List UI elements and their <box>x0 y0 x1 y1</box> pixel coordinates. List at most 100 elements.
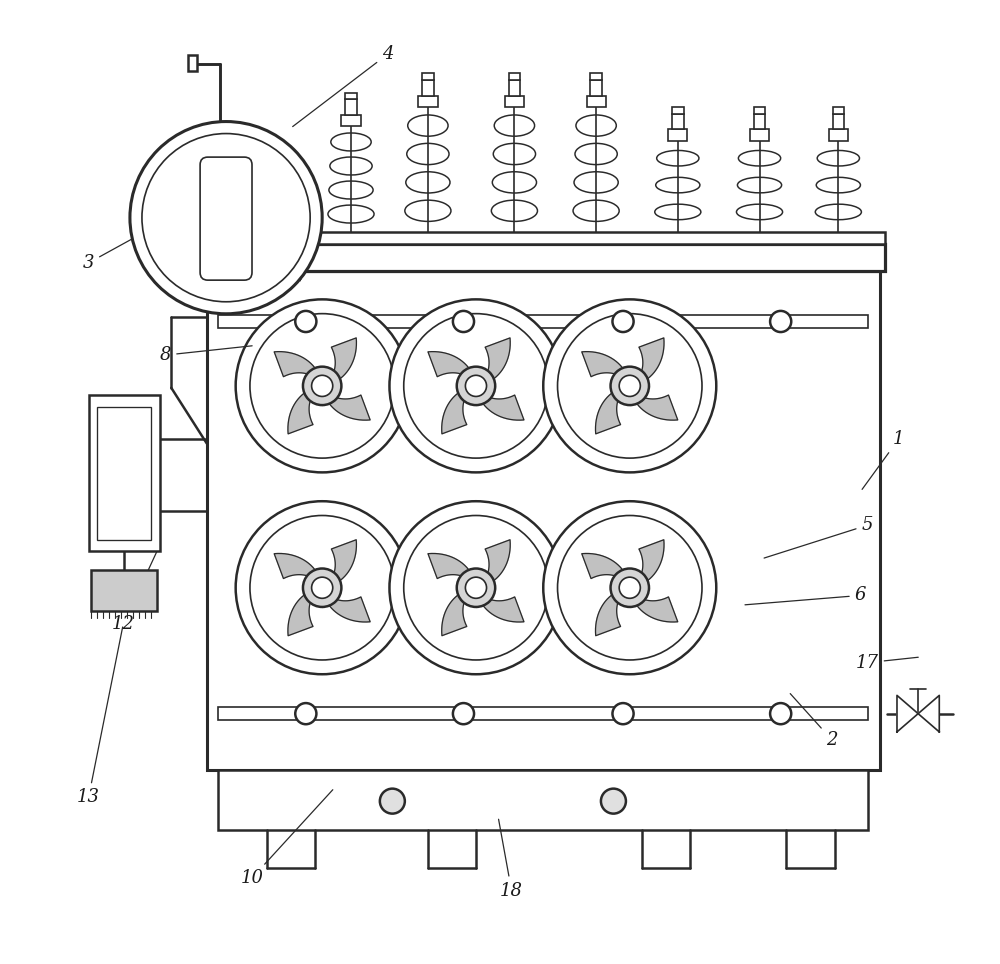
Text: 11: 11 <box>112 491 156 508</box>
Polygon shape <box>630 588 678 622</box>
Text: 5: 5 <box>764 517 873 558</box>
Circle shape <box>543 501 716 674</box>
Bar <box>218 315 868 328</box>
Text: 4: 4 <box>293 45 393 126</box>
Circle shape <box>465 577 487 599</box>
Bar <box>201 232 885 244</box>
Polygon shape <box>476 338 510 386</box>
Bar <box>207 271 880 770</box>
Polygon shape <box>274 352 322 386</box>
Circle shape <box>543 300 716 472</box>
Bar <box>668 129 687 141</box>
Polygon shape <box>442 588 476 635</box>
Polygon shape <box>596 386 630 434</box>
Circle shape <box>389 501 562 674</box>
Bar <box>750 129 769 141</box>
Bar <box>188 55 197 70</box>
Text: 6: 6 <box>745 586 866 604</box>
Polygon shape <box>476 540 510 588</box>
Circle shape <box>457 569 495 607</box>
Polygon shape <box>630 540 664 588</box>
Bar <box>754 114 765 129</box>
Circle shape <box>130 121 322 314</box>
Bar <box>345 93 357 99</box>
Bar <box>505 95 524 107</box>
Circle shape <box>404 313 548 458</box>
Polygon shape <box>322 588 370 622</box>
Circle shape <box>465 375 487 396</box>
Polygon shape <box>596 588 630 635</box>
Text: 18: 18 <box>499 819 523 899</box>
Circle shape <box>453 703 474 724</box>
Bar <box>672 114 684 129</box>
Bar <box>345 99 357 115</box>
Bar <box>91 571 157 611</box>
Circle shape <box>770 703 791 724</box>
Bar <box>418 95 438 107</box>
Polygon shape <box>897 695 918 732</box>
Circle shape <box>295 311 316 332</box>
Polygon shape <box>322 338 356 386</box>
Circle shape <box>404 516 548 660</box>
FancyBboxPatch shape <box>200 157 252 281</box>
Circle shape <box>558 516 702 660</box>
Bar <box>218 707 868 720</box>
Circle shape <box>558 313 702 458</box>
Bar <box>833 114 844 129</box>
Text: 12: 12 <box>112 549 158 633</box>
Circle shape <box>457 366 495 405</box>
Bar <box>590 80 602 95</box>
Bar <box>422 73 434 80</box>
Bar <box>422 80 434 95</box>
Polygon shape <box>428 553 476 588</box>
Bar <box>833 107 844 114</box>
Polygon shape <box>582 553 630 588</box>
Text: 2: 2 <box>790 694 837 749</box>
Polygon shape <box>918 695 939 732</box>
Circle shape <box>303 366 341 405</box>
Circle shape <box>619 577 640 599</box>
Circle shape <box>142 134 310 302</box>
Bar <box>97 407 151 540</box>
Circle shape <box>380 789 405 814</box>
Circle shape <box>312 375 333 396</box>
Circle shape <box>389 300 562 472</box>
Bar <box>672 107 684 114</box>
Circle shape <box>612 311 634 332</box>
Text: 8: 8 <box>160 346 252 364</box>
Bar <box>509 73 520 80</box>
Circle shape <box>611 366 649 405</box>
Circle shape <box>611 569 649 607</box>
Bar <box>590 73 602 80</box>
Polygon shape <box>322 386 370 420</box>
Circle shape <box>601 789 626 814</box>
Circle shape <box>619 375 640 396</box>
Circle shape <box>236 501 409 674</box>
Polygon shape <box>476 588 524 622</box>
Polygon shape <box>476 386 524 420</box>
Text: 17: 17 <box>856 654 918 672</box>
Bar <box>754 107 765 114</box>
Circle shape <box>770 311 791 332</box>
Bar <box>218 770 868 830</box>
Polygon shape <box>288 588 322 635</box>
Polygon shape <box>274 553 322 588</box>
Polygon shape <box>630 386 678 420</box>
Text: 3: 3 <box>83 222 163 272</box>
Circle shape <box>453 311 474 332</box>
Text: 10: 10 <box>241 790 333 887</box>
Bar <box>341 115 361 126</box>
Text: 1: 1 <box>862 430 905 490</box>
Circle shape <box>303 569 341 607</box>
Circle shape <box>312 577 333 599</box>
Polygon shape <box>322 540 356 588</box>
Text: 13: 13 <box>77 627 123 806</box>
Bar <box>587 95 606 107</box>
Polygon shape <box>288 386 322 434</box>
Polygon shape <box>582 352 630 386</box>
Bar <box>201 244 885 271</box>
Circle shape <box>250 313 394 458</box>
Polygon shape <box>630 338 664 386</box>
Bar <box>509 80 520 95</box>
Polygon shape <box>442 386 476 434</box>
